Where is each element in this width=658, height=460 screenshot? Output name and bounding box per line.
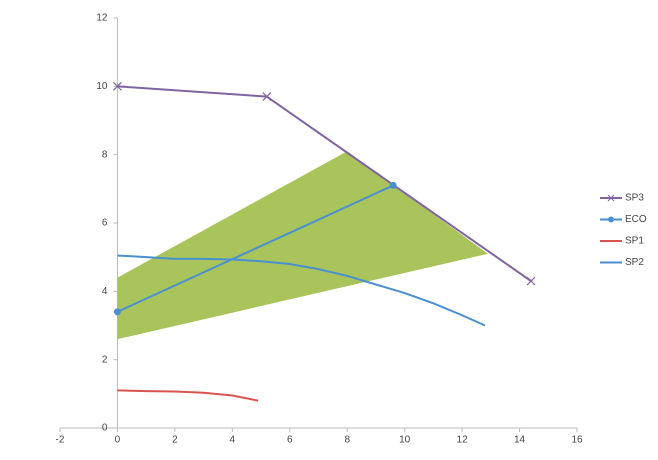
- marker: [113, 308, 121, 316]
- y-tick-label: 12: [96, 13, 108, 24]
- series-line: [117, 254, 486, 327]
- y-tick-label: 8: [102, 149, 108, 160]
- x-tick-label: 12: [457, 435, 469, 446]
- legend-label: SP3: [625, 193, 644, 204]
- legend-label: SP2: [625, 257, 644, 268]
- marker: [389, 181, 397, 189]
- x-tick-label: -2: [56, 435, 65, 446]
- marker: [113, 81, 122, 91]
- x-tick-label: 2: [172, 435, 178, 446]
- legend-label: ECO: [625, 214, 647, 225]
- x-tick-label: 8: [344, 435, 350, 446]
- legend-label: SP1: [625, 236, 644, 247]
- x-tick-label: 0: [115, 435, 121, 446]
- x-tick-label: 6: [287, 435, 293, 446]
- y-tick-label: 2: [102, 354, 108, 365]
- x-tick-label: 16: [571, 435, 583, 446]
- y-tick-label: 10: [96, 81, 108, 92]
- legend-marker: [607, 194, 615, 202]
- legend-marker: [608, 216, 614, 223]
- marker: [526, 276, 536, 286]
- marker: [262, 92, 272, 102]
- shaded-region: [117, 151, 488, 340]
- x-tick-label: 14: [514, 435, 526, 446]
- series-line: [117, 184, 394, 313]
- y-tick-label: 6: [102, 218, 108, 229]
- series-line: [117, 389, 259, 402]
- x-tick-label: 4: [230, 435, 236, 446]
- x-tick-label: 10: [399, 435, 411, 446]
- y-tick-label: 0: [102, 423, 108, 434]
- y-tick-label: 4: [102, 286, 108, 297]
